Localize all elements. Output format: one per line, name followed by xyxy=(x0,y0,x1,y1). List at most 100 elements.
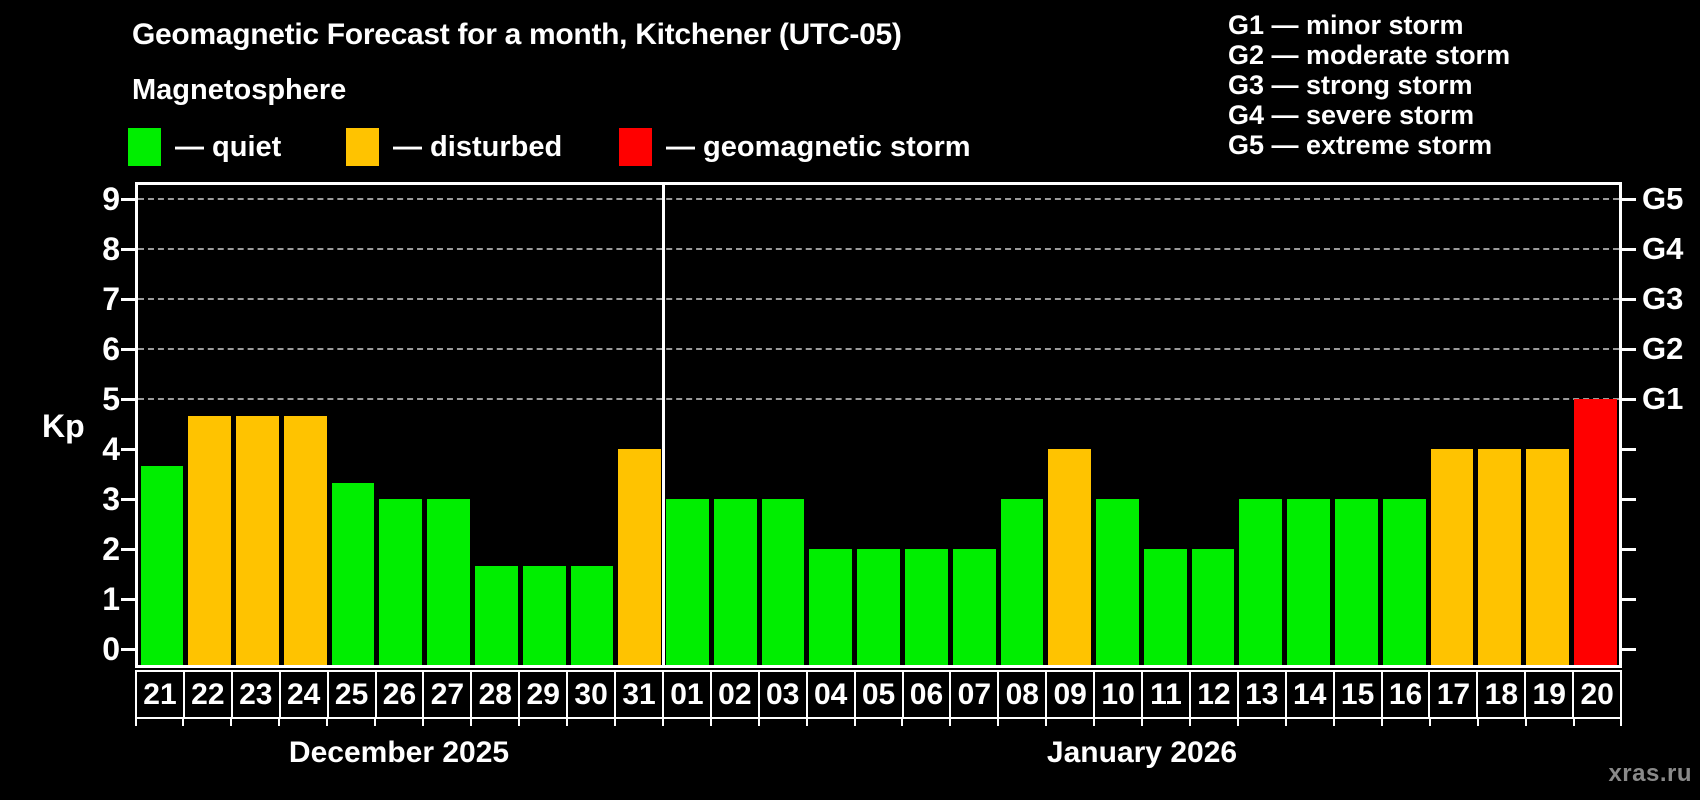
day-axis-tick xyxy=(278,719,280,726)
day-axis-tick xyxy=(758,719,760,726)
kp-bar-disturbed xyxy=(1478,449,1522,665)
magnetosphere-label: Magnetosphere xyxy=(132,74,347,106)
y-tick-right-9 xyxy=(1622,198,1636,201)
g4-legend-line: G4 — severe storm xyxy=(1228,100,1475,130)
kp-bar-quiet xyxy=(474,565,518,665)
legend-item-storm: — geomagnetic storm xyxy=(619,126,971,168)
gridline-kp6 xyxy=(138,348,1619,350)
kp-bar-quiet xyxy=(570,565,614,665)
y-tick-left-0 xyxy=(121,648,135,651)
disturbed-color-swatch xyxy=(346,128,379,166)
day-axis-tick xyxy=(854,719,856,726)
legend-label-disturbed: — disturbed xyxy=(393,130,563,163)
day-axis-tick xyxy=(1093,719,1095,726)
gridline-kp9 xyxy=(138,198,1619,200)
kp-bar-storm xyxy=(1573,399,1617,665)
kp-bar-quiet xyxy=(1143,549,1187,665)
g-scale-legend: G1 — minor storm G2 — moderate storm G3 … xyxy=(1228,10,1510,160)
y-tick-right-1 xyxy=(1622,598,1636,601)
kp-bar-disturbed xyxy=(1526,449,1569,665)
quiet-color-swatch xyxy=(128,128,161,166)
y-tick-left-2 xyxy=(121,548,135,551)
bar-slot-day-19 xyxy=(1524,185,1572,665)
day-axis-tick xyxy=(949,719,951,726)
y-tick-right-7 xyxy=(1622,298,1636,301)
g-level-label-G1: G1 xyxy=(1642,381,1684,416)
y-tick-label-1: 1 xyxy=(102,581,120,617)
legend-label-storm: — geomagnetic storm xyxy=(666,130,971,163)
bar-slot-day-14 xyxy=(1285,185,1333,665)
day-label-01: 01 xyxy=(664,672,712,717)
g5-legend-line: G5 — extreme storm xyxy=(1228,130,1493,160)
day-axis-tick xyxy=(135,719,137,726)
kp-bar-quiet xyxy=(1000,499,1044,665)
kp-bar-disturbed xyxy=(1048,449,1092,665)
y-tick-right-5 xyxy=(1622,398,1636,401)
day-axis-tick xyxy=(374,719,376,726)
bar-slot-day-17 xyxy=(1428,185,1476,665)
y-tick-label-9: 9 xyxy=(102,181,120,217)
y-tick-label-3: 3 xyxy=(102,481,120,517)
day-axis-tick xyxy=(1237,719,1239,726)
day-axis-tick xyxy=(518,719,520,726)
day-axis-tick xyxy=(997,719,999,726)
y-tick-right-8 xyxy=(1622,248,1636,251)
g1-legend-line: G1 — minor storm xyxy=(1228,10,1464,40)
y-tick-left-8 xyxy=(121,248,135,251)
kp-bar-quiet xyxy=(1335,499,1378,665)
y-tick-right-3 xyxy=(1622,498,1636,501)
day-label-31: 31 xyxy=(616,672,664,717)
bar-slot-day-23 xyxy=(234,185,282,665)
day-axis-tick xyxy=(662,719,664,726)
y-tick-label-5: 5 xyxy=(102,381,120,417)
day-axis-tick xyxy=(1141,719,1143,726)
kp-bar-quiet xyxy=(857,549,900,665)
day-axis-tick xyxy=(230,719,232,726)
plot-bars xyxy=(138,185,1619,665)
bar-slot-day-18 xyxy=(1476,185,1524,665)
kp-bar-quiet xyxy=(1239,499,1283,665)
kp-bar-quiet xyxy=(809,549,853,665)
y-axis-title: Kp xyxy=(42,408,85,444)
kp-bar-quiet xyxy=(905,549,948,665)
kp-bar-disturbed xyxy=(618,449,662,665)
day-label-23: 23 xyxy=(233,672,281,717)
y-tick-right-4 xyxy=(1622,448,1636,451)
gridline-kp5 xyxy=(138,398,1619,400)
month-separator xyxy=(662,185,666,665)
day-axis-tick xyxy=(326,719,328,726)
kp-bar-quiet xyxy=(713,499,757,665)
gridline-kp7 xyxy=(138,298,1619,300)
plot-gridlines xyxy=(138,185,1619,665)
day-axis-tick xyxy=(806,719,808,726)
day-axis-tick xyxy=(470,719,472,726)
bar-slot-day-02 xyxy=(711,185,759,665)
day-label-12: 12 xyxy=(1191,672,1239,717)
bar-slot-day-20 xyxy=(1571,185,1619,665)
bar-slot-day-24 xyxy=(281,185,329,665)
day-axis-tick xyxy=(1189,719,1191,726)
day-axis-tick xyxy=(710,719,712,726)
y-tick-label-2: 2 xyxy=(102,531,120,567)
kp-bar-quiet xyxy=(379,499,423,665)
g-level-label-G2: G2 xyxy=(1642,331,1684,366)
day-axis-tick xyxy=(1620,719,1622,726)
bar-slot-day-10 xyxy=(1094,185,1142,665)
day-axis-tick xyxy=(614,719,616,726)
chart-title: Geomagnetic Forecast for a month, Kitche… xyxy=(132,18,902,51)
y-tick-left-3 xyxy=(121,498,135,501)
day-label-22: 22 xyxy=(185,672,233,717)
watermark: xras.ru xyxy=(1608,760,1692,787)
g2-legend-line: G2 — moderate storm xyxy=(1228,40,1511,70)
day-axis: 21 22 23 24 25 26 27 28 29 30 31 01 02 03 04 05 06 07 08 09… xyxy=(135,670,1622,719)
day-label-29: 29 xyxy=(520,672,569,717)
day-label-19: 19 xyxy=(1526,672,1575,717)
bar-slot-day-08 xyxy=(998,185,1046,665)
month-label-december: December 2025 xyxy=(288,736,510,769)
legend-label-quiet: — quiet xyxy=(175,130,282,163)
day-label-08: 08 xyxy=(999,672,1048,717)
day-label-05: 05 xyxy=(856,672,904,717)
g3-legend-line: G3 — strong storm xyxy=(1228,70,1473,100)
day-axis-tick xyxy=(1333,719,1335,726)
